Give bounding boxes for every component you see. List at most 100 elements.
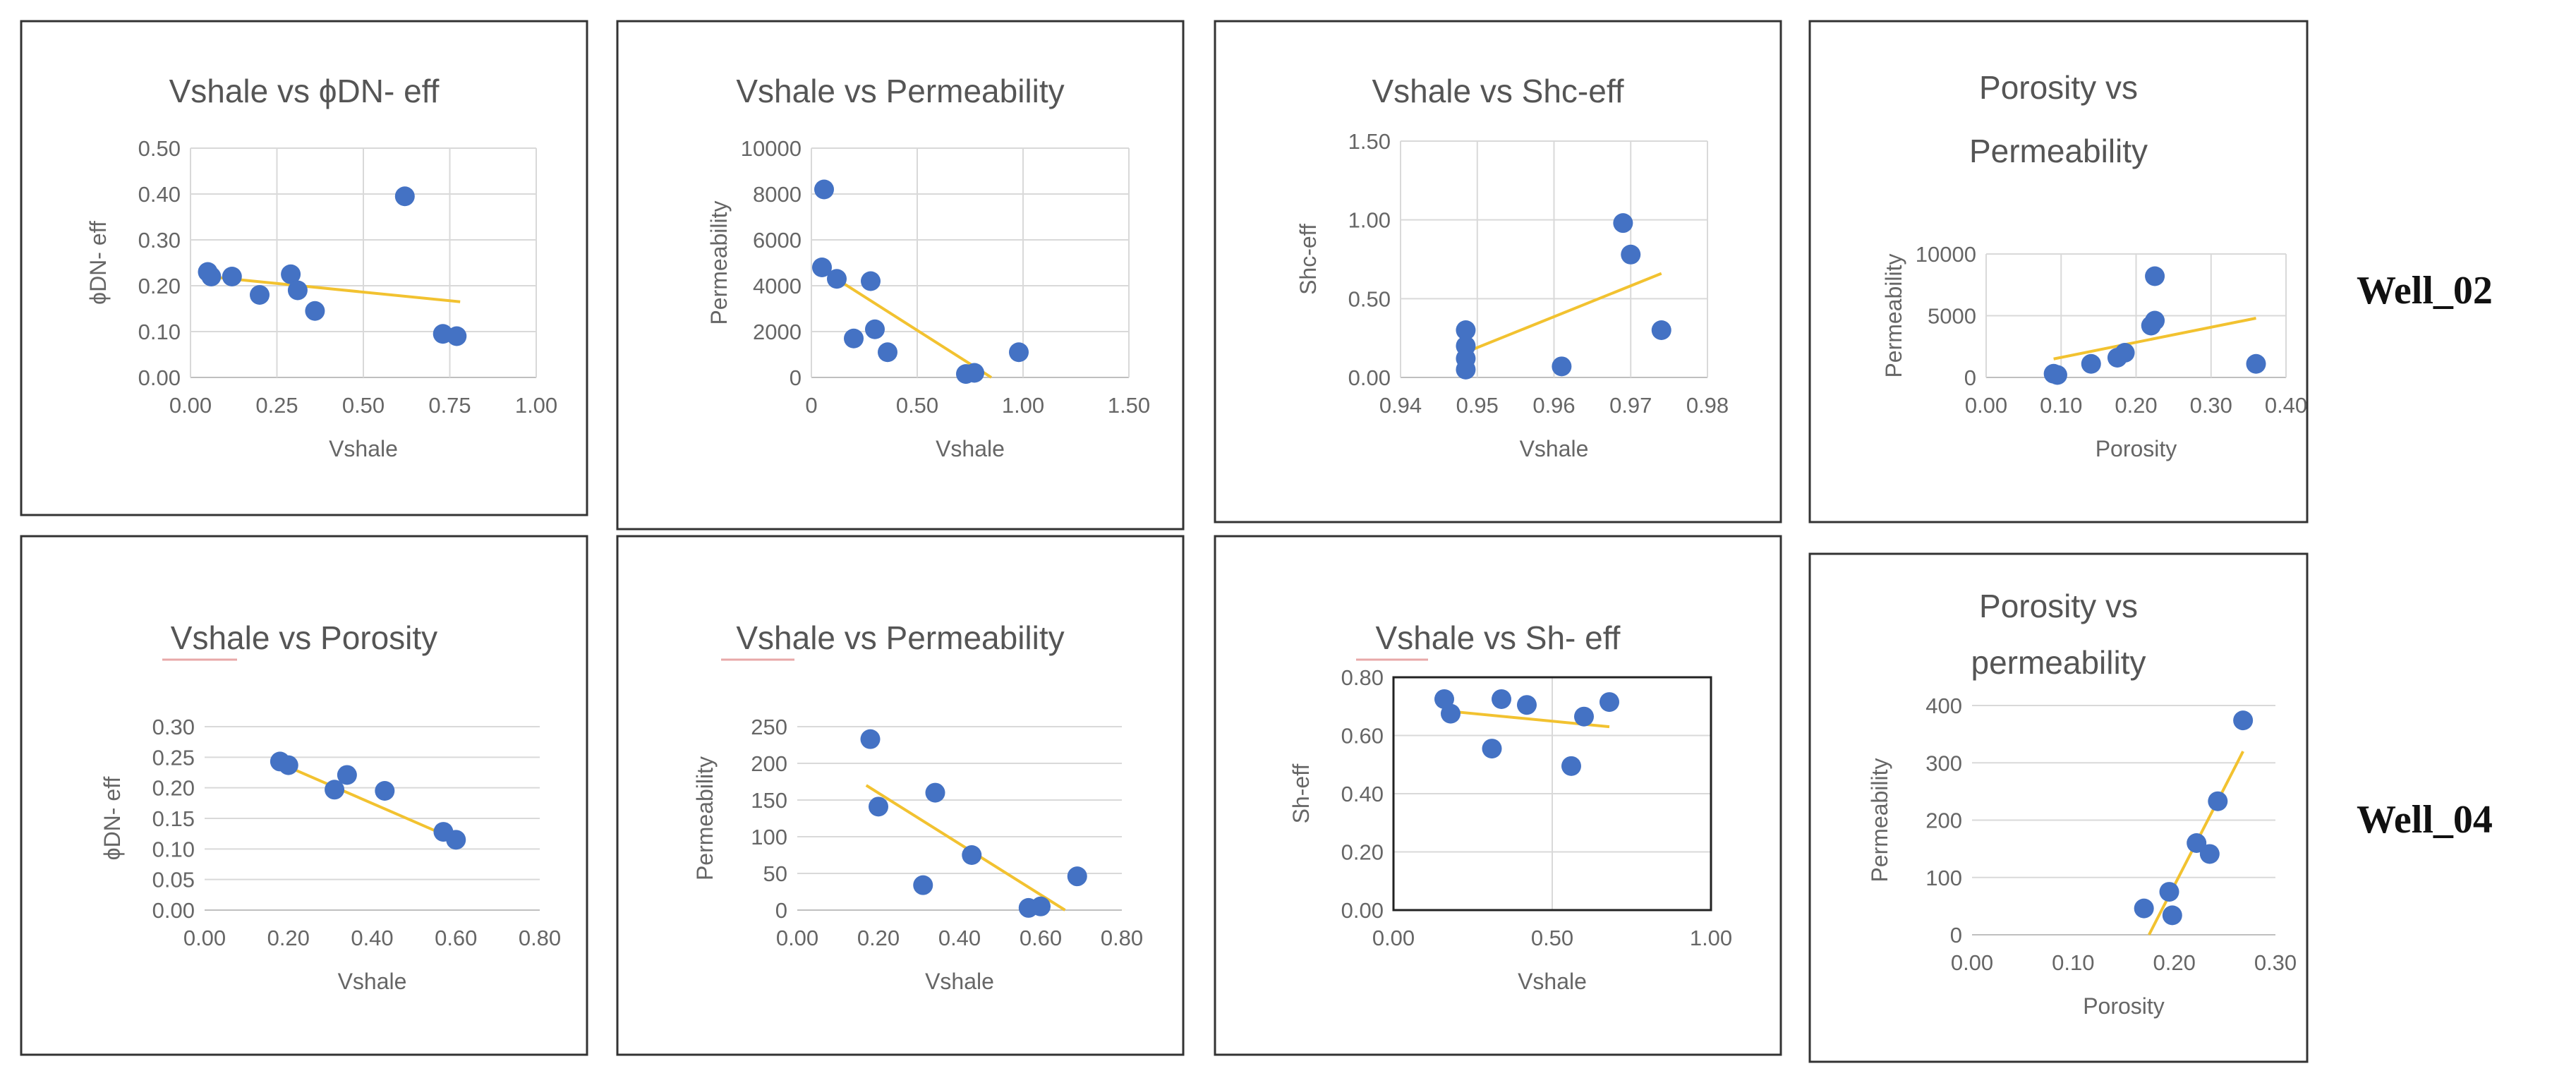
y-axis-label: Permeability	[1881, 253, 1906, 377]
data-point	[2134, 898, 2154, 919]
chart-3: Vshale vs Shc-eff 0.00 0.50 1.00 1.50 0.94 0.9…	[1214, 20, 1782, 523]
y-tick-label: 5000	[1928, 304, 1976, 329]
x-tick-label: 0.10	[2040, 393, 2082, 418]
y-axis-label: Permeability	[1867, 758, 1892, 882]
data-point	[865, 319, 885, 339]
y-tick-label: 400	[1925, 694, 1962, 718]
data-point	[1456, 320, 1476, 340]
y-tick-label: 0.00	[1348, 365, 1391, 390]
chart-title: Vshale vs Sh- eff	[1376, 619, 1621, 656]
data-point	[962, 845, 982, 865]
data-point	[1517, 695, 1537, 715]
x-tick-label: 0.20	[857, 926, 900, 950]
data-point	[1031, 896, 1051, 916]
y-tick-label: 0.10	[138, 320, 181, 344]
y-tick-label: 0.60	[1341, 724, 1384, 749]
data-point	[814, 179, 834, 200]
y-axis-label: ϕDN- eff	[99, 777, 125, 861]
y-tick-label: 0.40	[138, 182, 181, 207]
data-point	[305, 301, 325, 321]
data-point	[2208, 791, 2228, 811]
y-tick-label: 0.15	[152, 806, 195, 831]
y-axis-label: Permeability	[692, 756, 718, 880]
data-point	[2145, 310, 2165, 331]
data-point	[1456, 359, 1476, 380]
x-axis-label: Vshale	[329, 436, 398, 461]
y-tick-label: 0.20	[1341, 840, 1384, 865]
chart-border	[616, 20, 1185, 531]
data-point	[1552, 356, 1572, 377]
chart-7: Vshale vs Sh- eff 0.00 0.20 0.40 0.60 0.80 0.0…	[1214, 535, 1782, 1056]
well-label-04: Well_04	[2357, 798, 2493, 842]
x-axis-label: Vshale	[1520, 436, 1589, 461]
x-axis-label: Vshale	[338, 969, 407, 994]
data-point	[913, 875, 933, 895]
chart-title: Vshale vs Shc-eff	[1372, 73, 1623, 109]
y-tick-label: 8000	[753, 182, 802, 207]
x-tick-label: 0.60	[435, 926, 477, 950]
data-point	[861, 271, 881, 291]
data-point	[281, 264, 301, 284]
chart-border	[616, 535, 1185, 1056]
y-tick-label: 0.20	[152, 776, 195, 801]
x-tick-label: 0.00	[776, 926, 818, 950]
data-point	[1613, 213, 1633, 234]
x-tick-label: 1.50	[1108, 393, 1150, 418]
y-tick-label: 200	[751, 751, 787, 776]
y-axis-label: ϕDN- eff	[85, 221, 111, 305]
y-tick-label: 150	[751, 788, 787, 813]
y-tick-label: 0.40	[1341, 782, 1384, 806]
trendline	[821, 268, 993, 379]
data-point	[2199, 844, 2220, 864]
data-point	[1492, 689, 1511, 709]
y-tick-label: 0.00	[138, 365, 181, 390]
y-tick-label: 10000	[741, 136, 802, 161]
y-tick-label: 100	[1925, 866, 1962, 890]
x-tick-label: 0.95	[1456, 393, 1499, 418]
x-axis-label: Vshale	[925, 969, 994, 994]
x-tick-label: 0.25	[255, 393, 298, 418]
data-point	[1574, 706, 1594, 727]
data-point	[337, 765, 357, 785]
data-point	[222, 267, 242, 286]
data-point	[2233, 710, 2254, 731]
chart-title: Vshale vs Permeability	[736, 73, 1064, 109]
chart-border	[1214, 20, 1782, 523]
y-tick-label: 300	[1925, 751, 1962, 775]
data-point	[1621, 244, 1641, 265]
chart-title: Porosity vs	[1979, 69, 2138, 106]
y-tick-label: 1.00	[1348, 208, 1391, 233]
y-tick-label: 200	[1925, 808, 1962, 833]
y-axis-label: Permeability	[706, 200, 732, 325]
chart-1: Vshale vs ϕDN- eff 0.00 0.10 0.20 0.30 0.40 0.…	[20, 20, 588, 516]
chart-border	[20, 20, 588, 516]
data-point	[1482, 739, 1502, 759]
x-tick-label: 0.98	[1686, 393, 1729, 418]
x-tick-label: 0.80	[1101, 926, 1143, 950]
data-point	[925, 782, 945, 803]
y-tick-label: 1.50	[1348, 129, 1391, 154]
x-tick-label: 0.40	[351, 926, 393, 950]
data-point	[1441, 703, 1461, 724]
well-label-02: Well_02	[2357, 269, 2493, 313]
data-point	[446, 830, 466, 850]
data-point	[1600, 692, 1619, 713]
y-tick-label: 6000	[753, 228, 802, 253]
y-tick-label: 0.20	[138, 274, 181, 298]
chart-5: Vshale vs Porosity 0.00 0.05 0.10 0.15 0.20 0.…	[20, 535, 588, 1056]
chart-border	[20, 535, 588, 1056]
data-point	[1561, 756, 1581, 776]
x-tick-label: 0.96	[1532, 393, 1575, 418]
x-tick-label: 0.00	[1951, 950, 1993, 975]
y-tick-label: 4000	[753, 274, 802, 298]
y-tick-label: 0.80	[1341, 665, 1384, 690]
x-tick-label: 1.00	[1690, 926, 1732, 950]
x-tick-label: 0.94	[1379, 393, 1422, 418]
data-point	[394, 186, 415, 207]
y-tick-label: 0	[1950, 923, 1962, 947]
data-point	[250, 285, 270, 305]
x-tick-label: 0.40	[2265, 393, 2307, 418]
y-tick-label: 0	[1964, 365, 1976, 390]
